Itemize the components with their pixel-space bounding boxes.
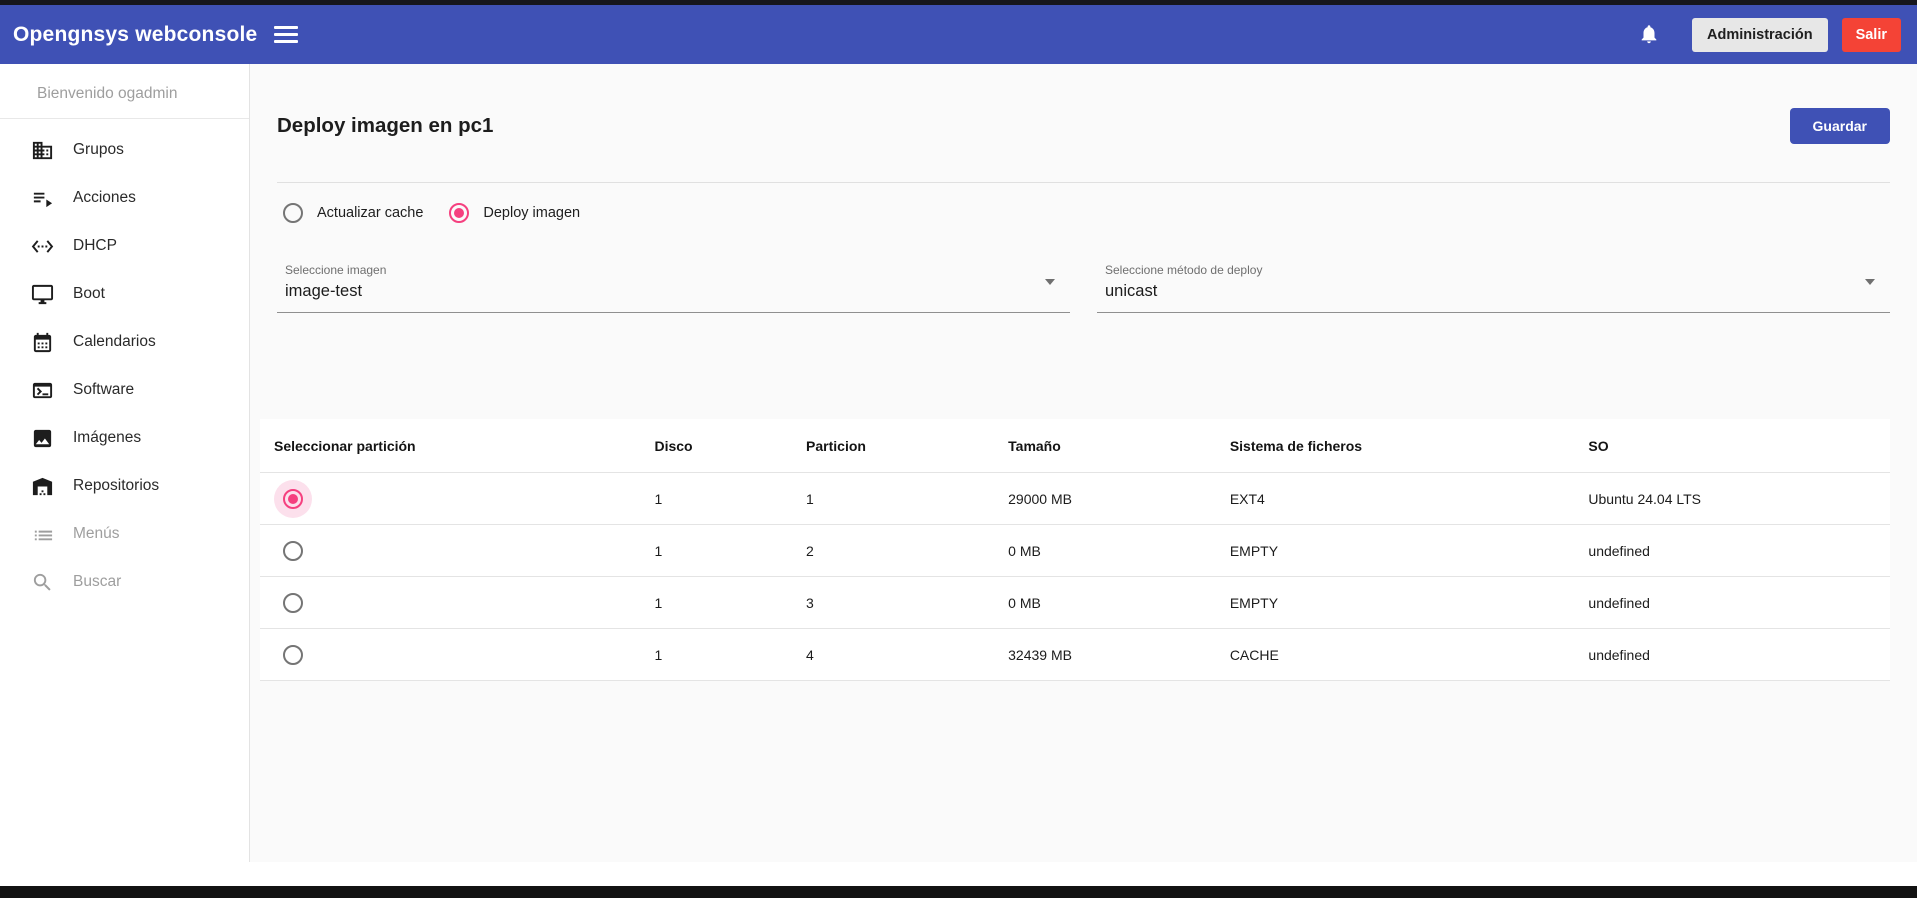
sidebar-item-acciones[interactable]: Acciones — [0, 174, 249, 222]
radio-icon[interactable] — [283, 203, 303, 223]
column-header: Seleccionar partición — [274, 437, 416, 454]
radio-deploy-imagen[interactable]: Deploy imagen — [449, 203, 606, 223]
table-row: 1 1 29000 MB EXT4 Ubuntu 24.04 LTS — [260, 473, 1890, 525]
table-row: 1 3 0 MB EMPTY undefined — [260, 577, 1890, 629]
sidebar-item-dhcp[interactable]: DHCP — [0, 222, 249, 270]
cell-tamano: 32439 MB — [1008, 646, 1072, 663]
search-icon — [33, 573, 51, 591]
guardar-button[interactable]: Guardar — [1789, 108, 1890, 144]
cell-disco: 1 — [654, 490, 663, 507]
table-row: 1 2 0 MB EMPTY undefined — [260, 525, 1890, 577]
sidebar-item-label: Calendarios — [73, 333, 156, 350]
sidebar-item-label: Acciones — [73, 189, 136, 206]
cell-so: undefined — [1588, 542, 1650, 559]
cell-tamano: 0 MB — [1008, 542, 1041, 559]
select-label: Seleccione imagen — [285, 263, 387, 277]
bottom-white-strip — [0, 862, 1917, 886]
column-header: Tamaño — [1008, 437, 1061, 454]
select-value: unicast — [1105, 282, 1158, 300]
select-label: Seleccione método de deploy — [1105, 263, 1263, 277]
cell-fs: EXT4 — [1229, 490, 1265, 507]
section-divider — [277, 182, 1890, 183]
sidebar-item-menus[interactable]: Menús — [0, 510, 249, 558]
welcome-text: Bienvenido ogadmin — [37, 85, 178, 102]
radio-actualizar-cache[interactable]: Actualizar cache — [283, 203, 449, 223]
radio-label: Actualizar cache — [317, 205, 424, 221]
sidebar-item-calendarios[interactable]: Calendarios — [0, 318, 249, 366]
playlist-icon — [33, 192, 53, 207]
select-value: image-test — [285, 282, 363, 300]
cell-disco: 1 — [654, 646, 663, 663]
select-imagen[interactable]: Seleccione imagen image-test — [277, 255, 1070, 313]
main-panel: Deploy imagen en pc1 Guardar Actualizar … — [250, 64, 1917, 862]
cell-particion: 1 — [806, 490, 814, 507]
calendar-icon — [33, 332, 52, 352]
sidebar-item-label: Repositorios — [73, 477, 160, 494]
sidebar: Bienvenido ogadmin Grupos Acciones DHCP … — [0, 64, 250, 862]
sidebar-item-software[interactable]: Software — [0, 366, 249, 414]
buildings-icon — [32, 141, 53, 159]
sidebar-item-label: Buscar — [73, 573, 122, 590]
bell-icon[interactable] — [1638, 23, 1662, 47]
list-icon — [34, 530, 53, 540]
cell-fs: EMPTY — [1229, 542, 1279, 559]
sidebar-item-repositorios[interactable]: Repositorios — [0, 462, 249, 510]
column-header: Sistema de ficheros — [1229, 437, 1363, 454]
sidebar-item-imagenes[interactable]: Imágenes — [0, 414, 249, 462]
column-header: SO — [1588, 437, 1609, 454]
cell-so: undefined — [1588, 594, 1650, 611]
salir-button[interactable]: Salir — [1841, 17, 1901, 52]
cell-tamano: 29000 MB — [1008, 490, 1072, 507]
image-icon — [33, 429, 52, 447]
cell-so: undefined — [1588, 646, 1650, 663]
sidebar-item-label: Imágenes — [73, 429, 142, 446]
partition-radio[interactable] — [283, 592, 303, 613]
monitor-icon — [31, 284, 54, 304]
sidebar-item-label: Grupos — [73, 141, 124, 158]
sidebar-item-label: Software — [73, 381, 135, 398]
partition-radio[interactable] — [283, 644, 303, 665]
app-bar: Opengnsys webconsole Administración Sali… — [0, 5, 1917, 64]
cell-particion: 3 — [806, 594, 814, 611]
chevron-down-icon — [1865, 279, 1875, 285]
sidebar-item-label: Boot — [73, 285, 105, 302]
partition-radio[interactable] — [283, 540, 303, 561]
window-top-strip — [0, 0, 1917, 5]
table-row: 1 4 32439 MB CACHE undefined — [260, 629, 1890, 681]
cell-fs: CACHE — [1229, 646, 1279, 663]
sidebar-item-label: Menús — [73, 525, 120, 542]
sidebar-item-grupos[interactable]: Grupos — [0, 126, 249, 174]
cell-fs: EMPTY — [1229, 594, 1279, 611]
sidebar-divider — [0, 118, 249, 119]
warehouse-icon — [32, 477, 53, 495]
ethernet-icon — [31, 239, 54, 253]
cell-disco: 1 — [654, 542, 663, 559]
partitions-table: Seleccionar partición Disco Particion Ta… — [260, 419, 1890, 681]
cell-tamano: 0 MB — [1008, 594, 1041, 611]
sidebar-item-boot[interactable]: Boot — [0, 270, 249, 318]
column-header: Disco — [654, 437, 693, 454]
taskbar-strip — [0, 886, 1917, 898]
radio-label: Deploy imagen — [483, 205, 581, 221]
partition-radio-selected[interactable] — [283, 488, 303, 509]
cell-disco: 1 — [654, 594, 663, 611]
column-header: Particion — [806, 437, 866, 454]
sidebar-item-buscar[interactable]: Buscar — [0, 558, 249, 606]
table-header-row: Seleccionar partición Disco Particion Ta… — [260, 419, 1890, 473]
cell-so: Ubuntu 24.04 LTS — [1588, 490, 1702, 507]
chevron-down-icon — [1045, 279, 1055, 285]
cell-particion: 4 — [806, 646, 814, 663]
page-title: Deploy imagen en pc1 — [277, 114, 494, 137]
cell-particion: 2 — [806, 542, 814, 559]
radio-icon-selected[interactable] — [449, 203, 470, 223]
select-metodo-deploy[interactable]: Seleccione método de deploy unicast — [1097, 255, 1890, 313]
terminal-icon — [32, 382, 53, 398]
deploy-mode-radio-group: Actualizar cache Deploy imagen — [277, 203, 1890, 223]
sidebar-item-label: DHCP — [73, 237, 117, 254]
app-title: Opengnsys webconsole — [13, 22, 258, 46]
menu-icon[interactable] — [274, 26, 299, 43]
administracion-button[interactable]: Administración — [1692, 17, 1828, 52]
